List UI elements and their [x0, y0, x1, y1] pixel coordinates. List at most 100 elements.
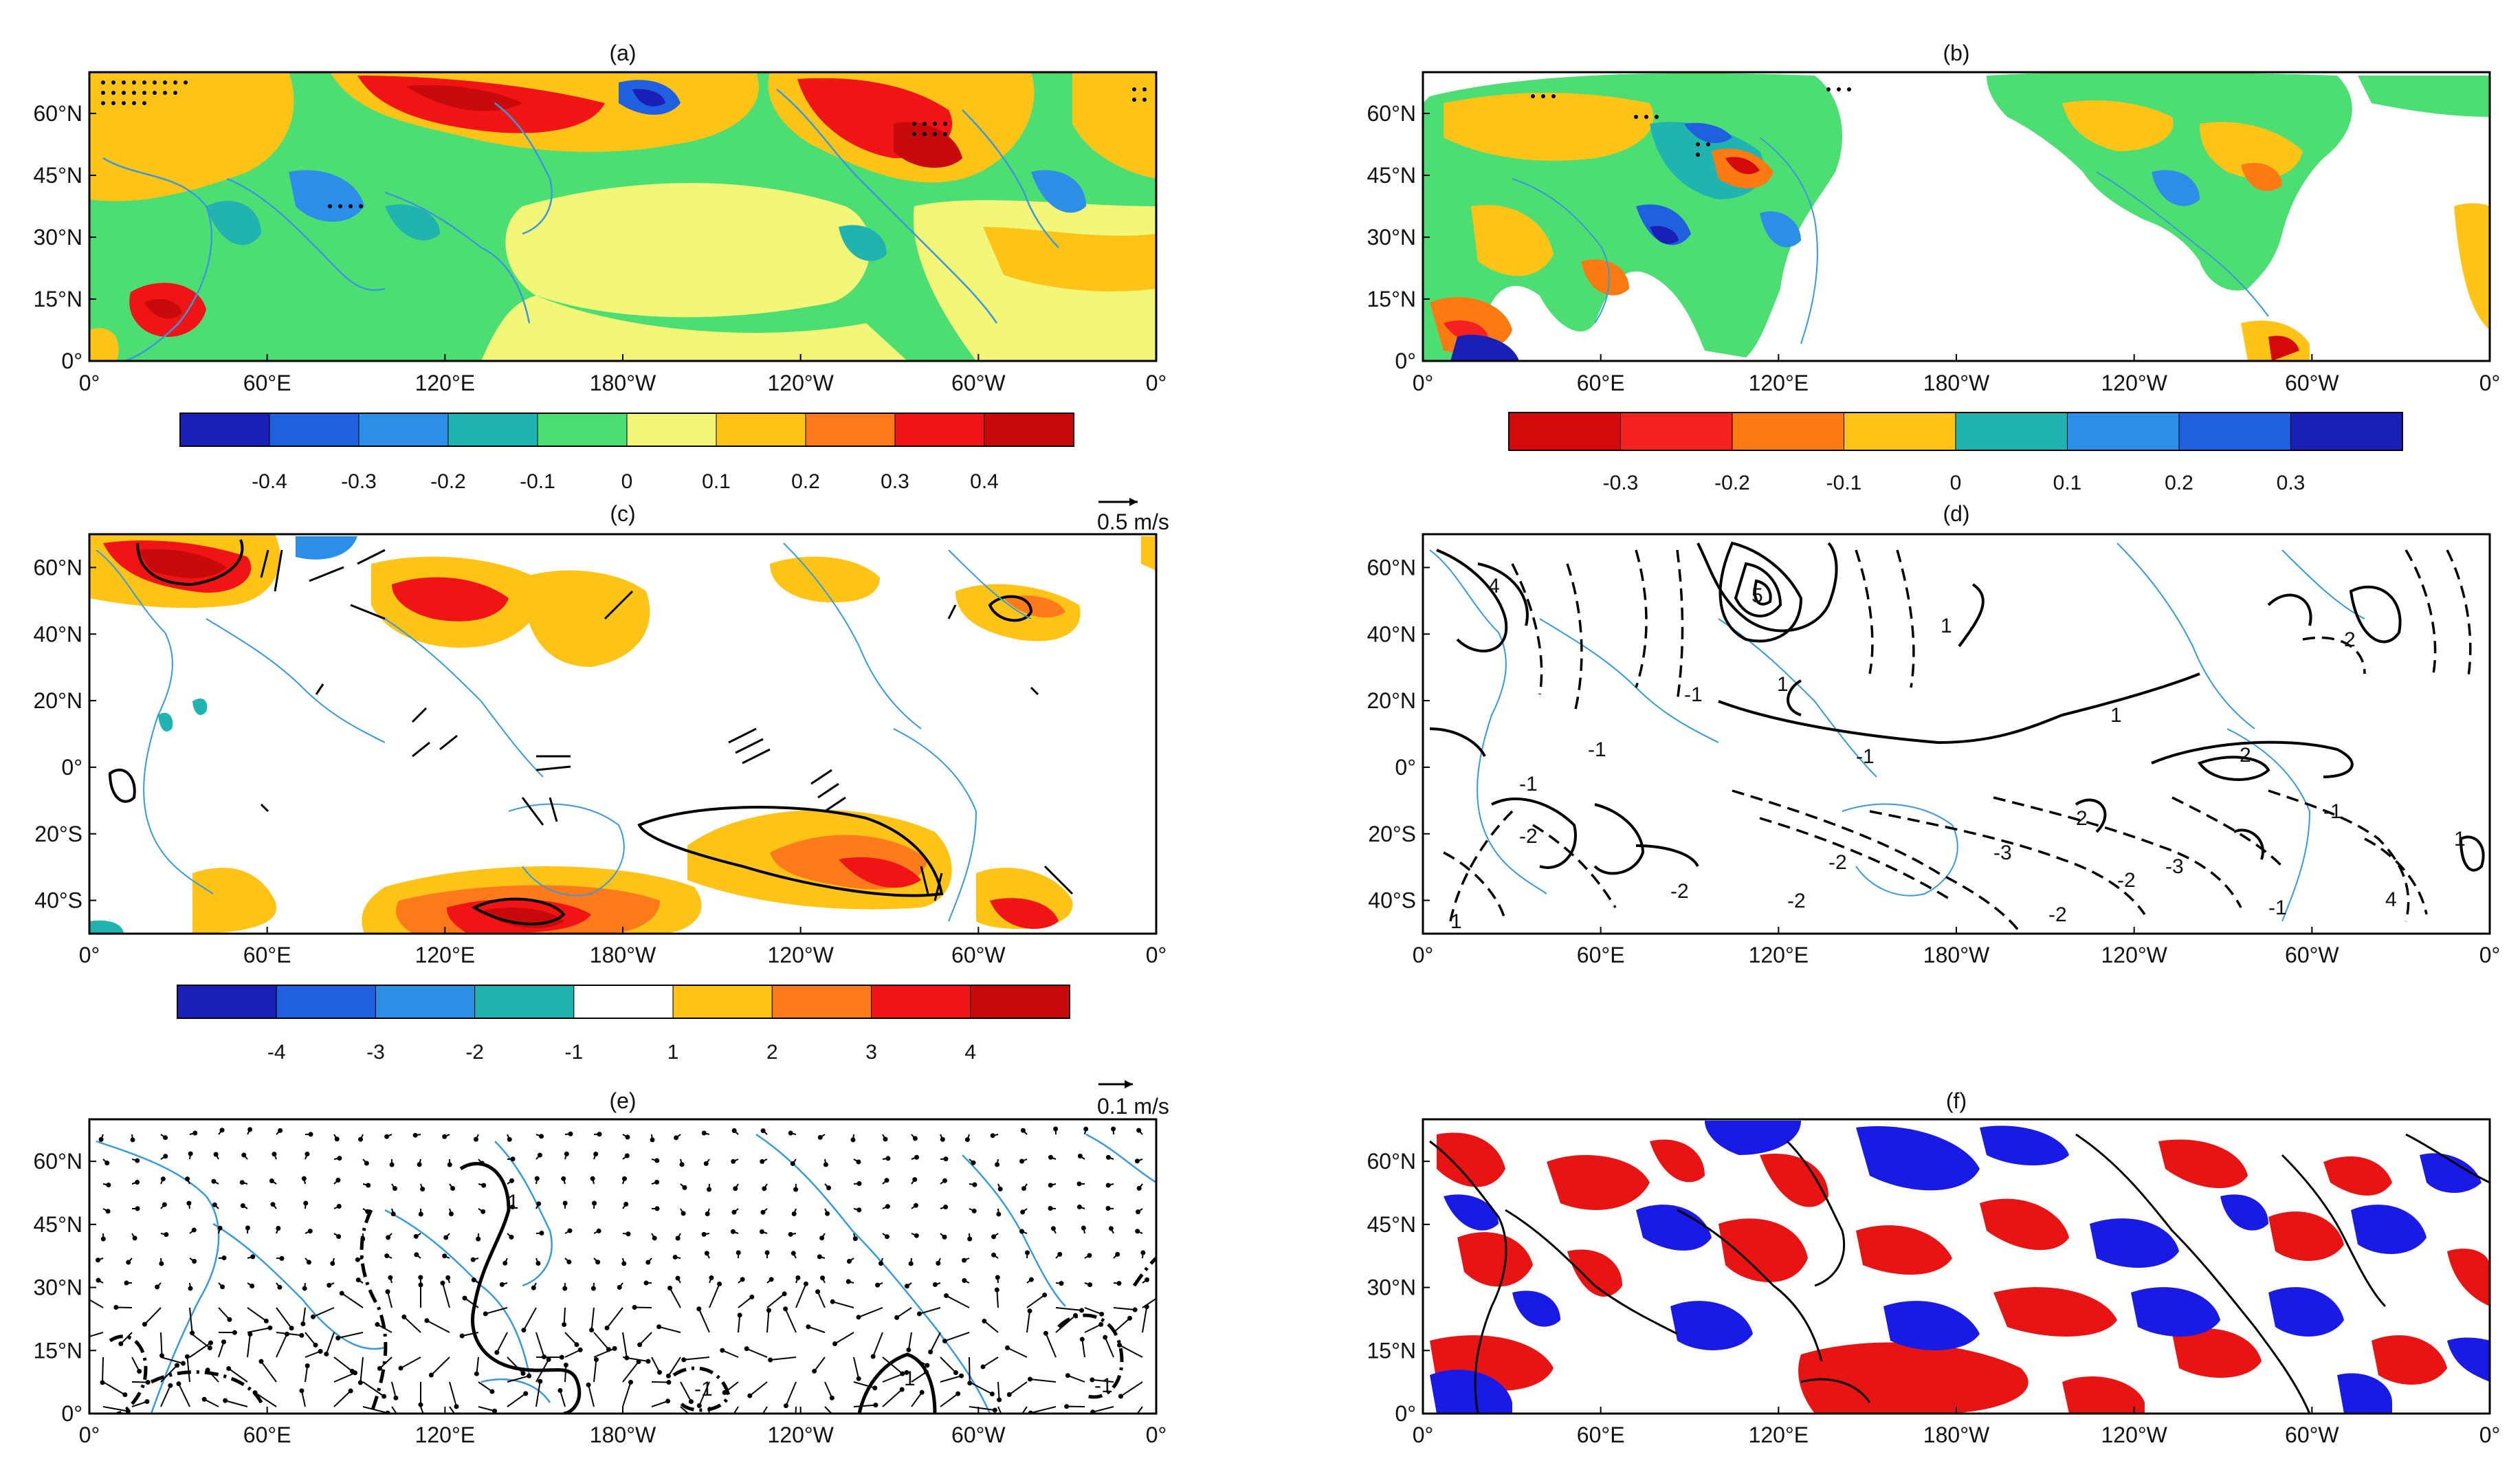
wind-vector-head: [227, 1317, 232, 1322]
lon-tick-label: 120°W: [767, 1422, 834, 1447]
wind-vector: [478, 1406, 495, 1412]
lon-tick-label: 0°: [79, 1422, 100, 1447]
wind-vector-head: [908, 1261, 914, 1266]
lon-tick-label: 0°: [1146, 943, 1167, 967]
wind-vector: [698, 1308, 710, 1333]
contour-label: -1: [2323, 800, 2342, 823]
wind-vector: [622, 1361, 639, 1383]
colorbar-swatch: [358, 413, 449, 447]
colorbar-label: 3: [865, 1041, 877, 1064]
wind-vector-head: [856, 1376, 861, 1381]
wind-vector-head: [997, 1397, 1002, 1403]
wind-vector: [1030, 1406, 1057, 1414]
wind-vector-head: [1108, 1226, 1114, 1231]
wind-vector-head: [665, 1373, 671, 1378]
wind-vector: [449, 1381, 457, 1407]
contour-label: -1: [694, 1378, 713, 1400]
wind-vector-head: [625, 1134, 630, 1140]
wind-vector-head: [1028, 1277, 1034, 1282]
wind-vector: [1030, 1378, 1057, 1383]
wind-vector-head: [300, 1321, 306, 1327]
wind-vector: [102, 1356, 104, 1383]
wind-vector-head: [782, 1291, 787, 1297]
wind-vector-head: [704, 1251, 709, 1256]
colorbar-label: 0.4: [970, 470, 999, 493]
colorbar-label: 0: [621, 470, 633, 493]
wind-vector-head: [414, 1252, 419, 1257]
wind-vector-head: [815, 1289, 821, 1295]
wind-vector-head: [991, 1252, 997, 1257]
wind-vector-head: [160, 1176, 166, 1182]
wind-vector-head: [168, 1383, 173, 1388]
wind-vector-head: [657, 1370, 663, 1375]
wind-vector: [982, 1356, 999, 1367]
wind-vector: [535, 1332, 545, 1357]
wind-vector-head: [1076, 1204, 1082, 1209]
wind-vector-head: [1019, 1229, 1025, 1234]
wind-vector-head: [994, 1287, 999, 1293]
colorbar-frame: [177, 985, 1070, 1019]
lon-tick-label: 0°: [1413, 943, 1434, 967]
wind-vector-head: [327, 1282, 332, 1288]
wind-vector: [387, 1291, 393, 1308]
wind-vector-head: [489, 1389, 495, 1394]
wind-vector: [564, 1349, 581, 1358]
wind-vector: [1055, 1315, 1076, 1333]
wind-vector-head: [307, 1229, 313, 1234]
wind-vector-head: [760, 1209, 766, 1215]
wind-vector-head: [299, 1388, 305, 1394]
lat-tick-label: 45°N: [34, 1212, 83, 1237]
wind-vector-head: [318, 1348, 323, 1354]
wind-vector-head: [546, 1356, 551, 1362]
lat-tick-label: 0°: [1395, 349, 1416, 373]
wind-vector-head: [135, 1158, 140, 1163]
wind-vector-head: [100, 1236, 106, 1242]
wind-vector: [907, 1332, 912, 1350]
colorbar-swatch: [984, 413, 1074, 447]
wind-vector-head: [803, 1281, 808, 1286]
wind-vector: [1104, 1337, 1114, 1358]
wind-vector-head: [703, 1161, 709, 1166]
wind-vector: [680, 1381, 692, 1403]
wind-vector: [144, 1307, 162, 1325]
wind-vector-head: [919, 1389, 925, 1395]
contour-label: 1: [1777, 673, 1789, 696]
wind-vector: [795, 1283, 807, 1308]
contour-label: -1: [1094, 1374, 1113, 1397]
wind-vector-head: [335, 1335, 341, 1341]
wind-vector-head: [221, 1255, 227, 1261]
wind-vector-head: [337, 1156, 342, 1161]
wind-vector-head: [211, 1178, 217, 1184]
wind-vector: [858, 1307, 883, 1318]
lat-tick-label: 60°N: [34, 555, 83, 580]
wind-vector-head: [303, 1200, 309, 1206]
wind-vector-head: [731, 1158, 736, 1164]
colorbar-swatch: [269, 413, 360, 447]
wind-vector-head: [883, 1136, 888, 1142]
lat-tick-label: 45°N: [1367, 1212, 1417, 1237]
wind-vector-head: [624, 1153, 630, 1158]
colorbar-swatch: [894, 413, 985, 447]
wind-vector-head: [1057, 1251, 1063, 1257]
wind-vector-head: [299, 1332, 305, 1338]
wind-vector-head: [760, 1158, 765, 1164]
wind-vector-head: [936, 1260, 941, 1266]
wind-vector-head: [250, 1283, 255, 1288]
wind-vector-head: [509, 1178, 515, 1183]
wind-vector-head: [450, 1186, 456, 1191]
wind-vector-head: [928, 1349, 933, 1354]
wind-vector-head: [499, 1282, 505, 1287]
wind-vector-head: [418, 1211, 423, 1217]
wind-vector-head: [1048, 1183, 1053, 1188]
wind-vector-head: [597, 1132, 602, 1137]
wind-vector-head: [162, 1202, 167, 1207]
wind-vector: [131, 1400, 148, 1407]
wind-vector: [593, 1348, 615, 1358]
contour-label: -1: [2268, 897, 2287, 919]
contour-label: 2: [2344, 628, 2356, 651]
wind-vector-head: [733, 1186, 738, 1191]
wind-vector-head: [806, 1324, 811, 1330]
wind-vector: [115, 1306, 133, 1308]
wind-vector-head: [494, 1350, 500, 1355]
wind-vector: [341, 1293, 364, 1308]
